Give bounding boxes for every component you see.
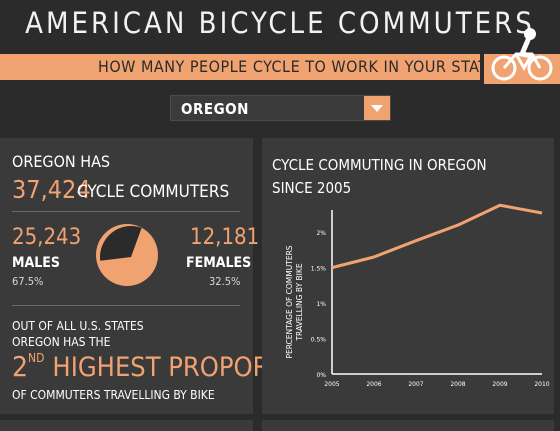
total-commuters: 37,424 (12, 175, 91, 204)
page-subtitle: HOW MANY PEOPLE CYCLE TO WORK IN YOUR ST… (98, 57, 506, 76)
males-count: 25,243 (12, 225, 82, 250)
total-commuters-label: CYCLE COMMUTERS (77, 182, 230, 202)
next-panel-strip (262, 420, 554, 431)
divider (12, 211, 240, 212)
chart-panel: CYCLE COMMUTING IN OREGON SINCE 2005 0% 0… (262, 138, 554, 414)
summary-heading: OREGON HAS (12, 152, 111, 171)
pie-slice-females (100, 226, 142, 261)
females-percent: 32.5% (209, 275, 241, 288)
y-tick-label: 2% (316, 230, 326, 237)
y-axis-label: PERCENTAGE OF COMMUTERSTRAVELLING BY BIK… (285, 245, 304, 358)
ranking-number-value: 2 (12, 350, 29, 383)
females-count: 12,181 (190, 225, 260, 250)
state-dropdown-value: OREGON (181, 100, 249, 118)
x-tick-label: 2009 (492, 381, 507, 388)
x-tick-label: 2010 (534, 381, 549, 388)
females-label: FEMALES (186, 255, 252, 271)
summary-panel: OREGON HAS 37,424 CYCLE COMMUTERS 25,243… (0, 138, 327, 414)
state-dropdown[interactable]: OREGON (170, 95, 391, 121)
y-tick-label: 1% (316, 301, 326, 308)
cyclist-icon (484, 28, 560, 84)
x-tick-label: 2005 (324, 381, 339, 388)
chevron-down-icon[interactable] (364, 96, 390, 120)
page-title: AMERICAN BICYCLE COMMUTERS (25, 6, 535, 40)
males-percent: 67.5% (12, 275, 44, 288)
ranking-line-2: OREGON HAS THE (12, 335, 111, 349)
ranking-ordinal-suffix: ND (28, 351, 45, 365)
subtitle-banner (0, 54, 480, 80)
chart-subtitle: SINCE 2005 (272, 179, 352, 197)
ranking-line-1: OUT OF ALL U.S. STATES (12, 319, 144, 333)
x-tick-label: 2008 (450, 381, 465, 388)
divider (12, 305, 240, 306)
y-tick-label: 0.5% (311, 337, 327, 344)
x-tick-label: 2006 (366, 381, 381, 388)
y-tick-label: 0% (316, 372, 326, 379)
ranking-line-4: OF COMMUTERS TRAVELLING BY BIKE (12, 388, 215, 402)
males-label: MALES (12, 255, 60, 271)
line-chart: 0% 0.5% 1% 1.5% 2% 2005 2006 2007 2008 2009 2010 PE… (285, 203, 550, 388)
next-panel-strip (0, 420, 253, 431)
gender-pie-chart (96, 224, 158, 286)
y-tick-label: 1.5% (311, 266, 327, 273)
series-line (331, 203, 543, 270)
x-tick-label: 2007 (408, 381, 423, 388)
chart-title: CYCLE COMMUTING IN OREGON (272, 156, 487, 174)
